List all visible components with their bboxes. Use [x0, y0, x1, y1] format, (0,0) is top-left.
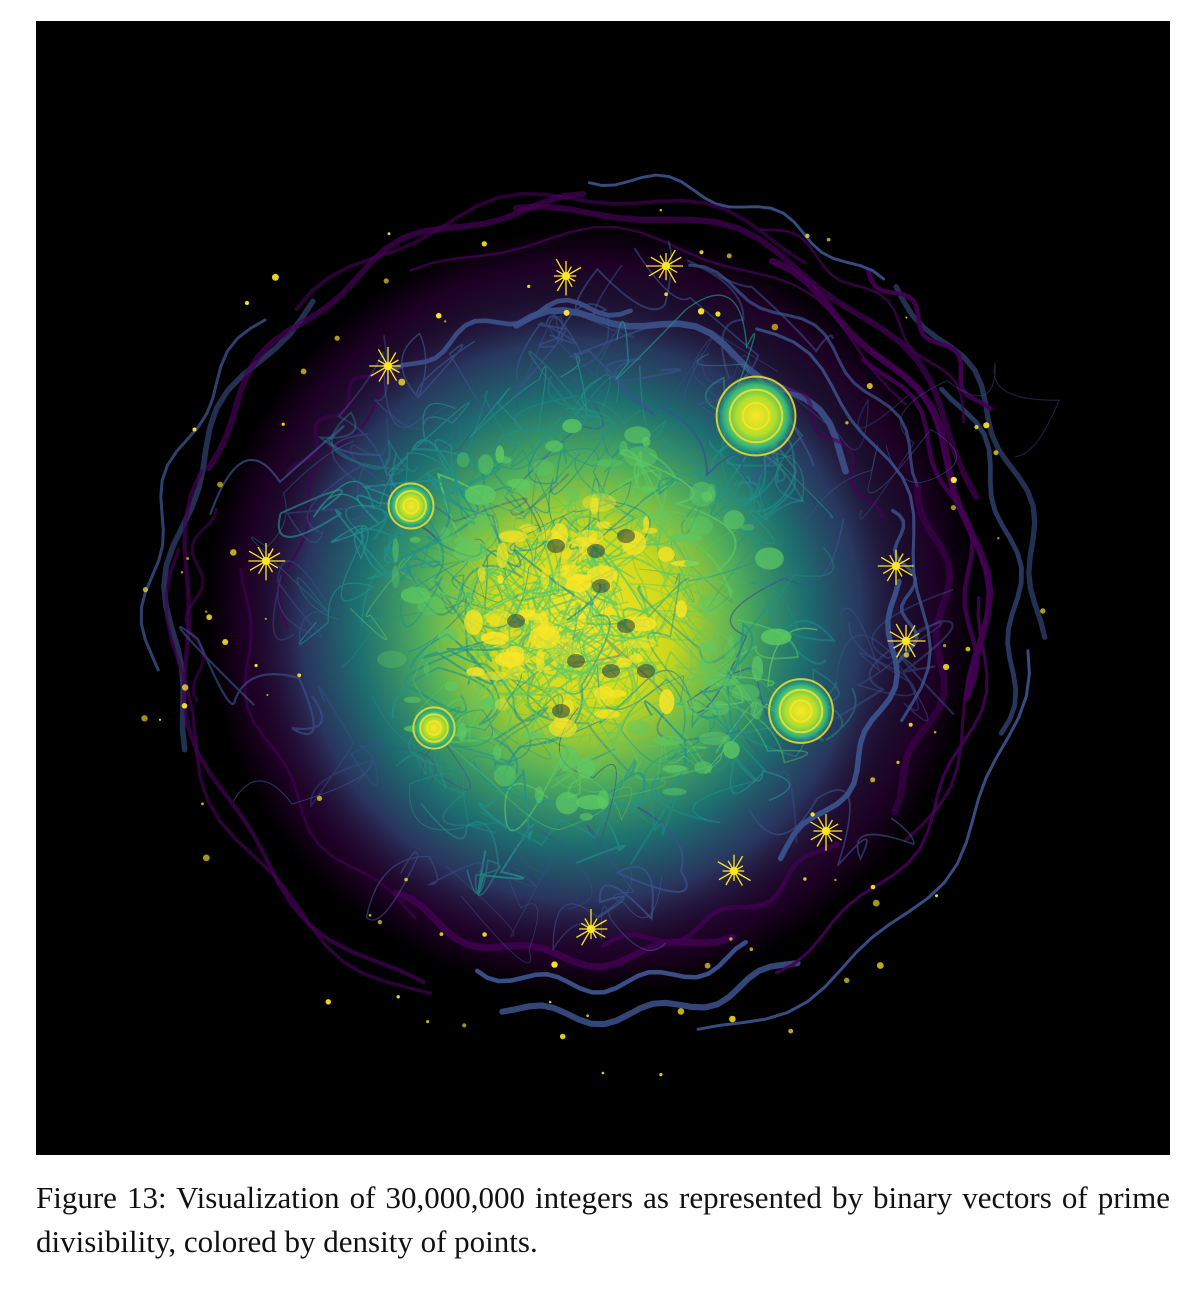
figure-image	[36, 21, 1170, 1155]
figure-caption: Figure 13: Visualization of 30,000,000 i…	[36, 1180, 1170, 1259]
density-visualization	[36, 21, 1170, 1155]
